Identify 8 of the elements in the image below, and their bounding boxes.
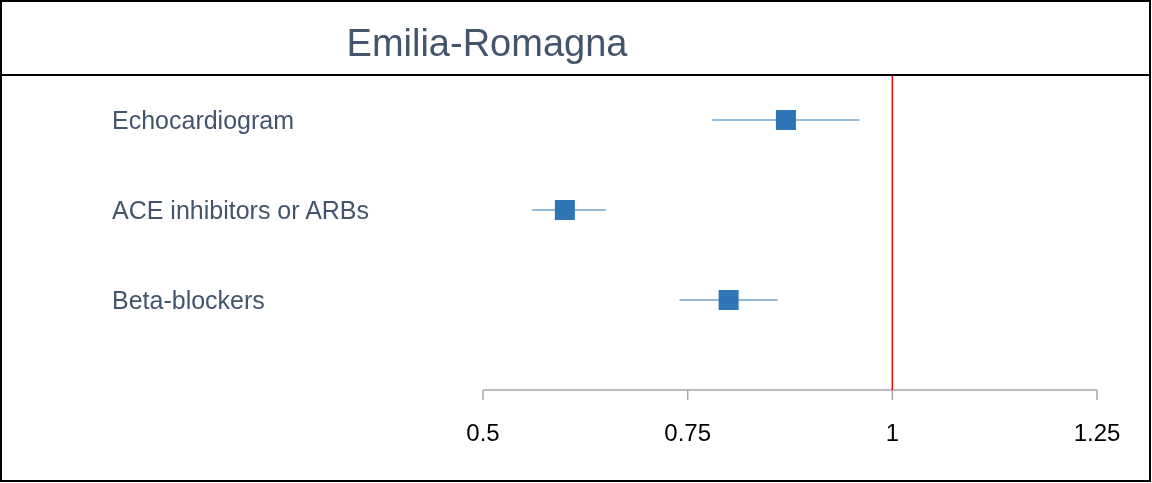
x-tick-label: 0.75 [664, 419, 712, 446]
y-tick-label: Echocardiogram [112, 106, 295, 134]
y-tick-label: Beta-blockers [112, 286, 265, 314]
x-tick-label: 0.5 [466, 419, 500, 446]
y-tick-label: ACE inhibitors or ARBs [112, 196, 370, 224]
x-tick-label: 1 [885, 419, 900, 446]
x-tick-label: 1.25 [1073, 419, 1121, 446]
chart-title: Emilia-Romagna [346, 22, 629, 64]
